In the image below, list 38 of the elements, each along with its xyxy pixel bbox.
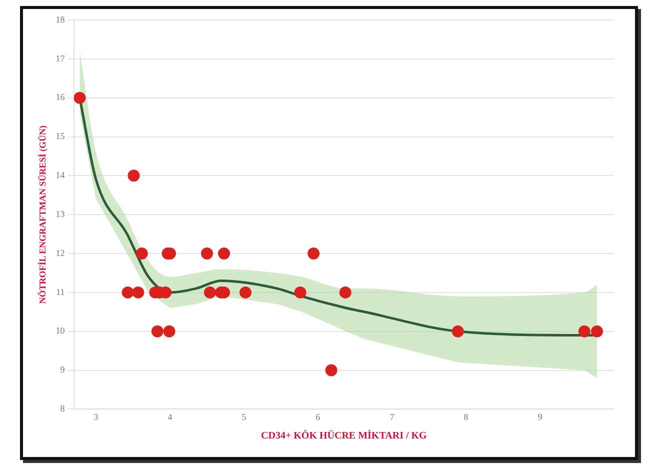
y-tick-label: 9 (60, 364, 66, 375)
point (204, 286, 216, 298)
y-tick-label: 8 (60, 404, 66, 414)
x-tick-label: 4 (168, 412, 173, 422)
y-tick-label: 14 (56, 170, 66, 180)
point (239, 286, 252, 298)
y-tick-label: 12 (56, 248, 65, 258)
point (308, 248, 320, 260)
point (151, 325, 164, 338)
x-tick-label: 9 (538, 412, 543, 422)
y-tick-label: 16 (56, 92, 66, 102)
x-tick-label: 5 (242, 412, 247, 422)
point (128, 170, 140, 182)
point (136, 248, 148, 260)
x-tick-label: 6 (316, 412, 321, 422)
y-tick-label: 11 (56, 286, 65, 297)
point (590, 325, 603, 338)
point (325, 364, 338, 376)
point (452, 325, 464, 338)
point (578, 325, 590, 338)
point (132, 286, 144, 298)
point (74, 92, 86, 104)
x-axis-title: CD34+ KÖK HÜCRE MİKTARI / KG (261, 430, 428, 442)
y-tick-label: 15 (56, 131, 66, 142)
y-tick-label: 17 (56, 53, 66, 64)
point (122, 286, 134, 298)
x-tick-label: 3 (94, 412, 99, 422)
y-tick-label: 18 (56, 14, 66, 24)
point (201, 248, 213, 260)
point (294, 286, 306, 298)
point (339, 286, 352, 298)
x-tick-label: 8 (464, 412, 469, 422)
y-axis-title: NÖTROFİL ENGRAFTMAN SÜRESİ (GÜN) (38, 125, 48, 304)
point (218, 248, 230, 260)
point (163, 325, 176, 338)
x-tick-label: 7 (390, 412, 395, 422)
y-tick-label: 13 (56, 208, 66, 219)
y-tick-label: 10 (56, 326, 66, 336)
